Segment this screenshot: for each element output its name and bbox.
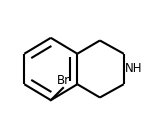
- Text: NH: NH: [125, 62, 143, 75]
- Text: Br: Br: [56, 74, 70, 87]
